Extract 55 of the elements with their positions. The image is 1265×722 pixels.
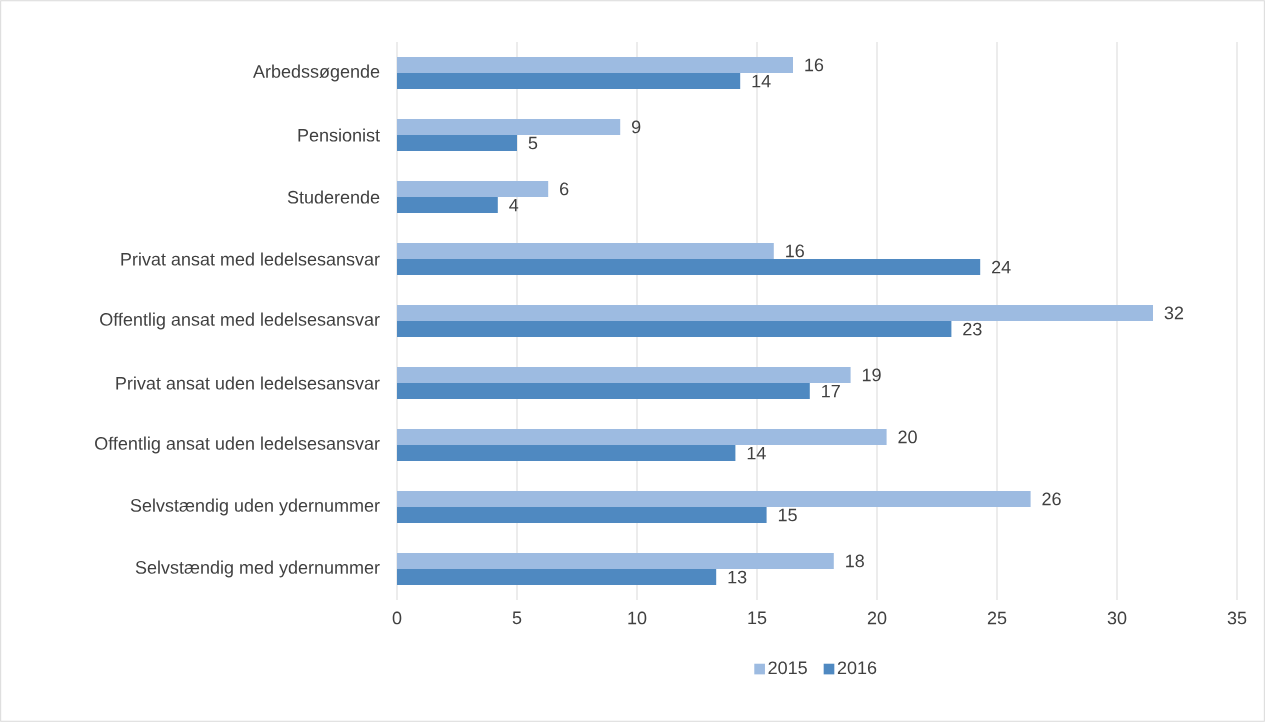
bar — [397, 428, 887, 445]
x-tick-label: 10 — [628, 611, 647, 625]
data-label: 14 — [747, 446, 766, 460]
data-label: 20 — [898, 430, 917, 444]
bar — [397, 366, 851, 383]
data-label: 9 — [631, 120, 641, 134]
data-label: 13 — [728, 570, 747, 584]
y-tick-label: Arbedssøgende — [253, 64, 380, 82]
data-label: 16 — [805, 58, 824, 72]
data-label: 4 — [509, 198, 519, 212]
bar — [397, 507, 767, 524]
bar — [397, 180, 549, 197]
legend-label: 2015 — [768, 661, 807, 675]
y-tick-label: Pensionist — [298, 128, 380, 142]
y-tick-label: Offentlig ansat med ledelsesansvar — [100, 312, 380, 330]
data-label: 15 — [778, 508, 797, 522]
bar — [397, 569, 717, 586]
bar — [397, 56, 793, 73]
x-tick-label: 30 — [1107, 611, 1127, 625]
bar — [397, 242, 774, 259]
bar — [397, 118, 621, 135]
bar — [397, 490, 1031, 507]
bar — [397, 197, 498, 214]
data-label: 17 — [822, 384, 840, 398]
legend-label: 2016 — [837, 661, 877, 675]
bar — [397, 383, 810, 400]
bar — [397, 552, 834, 569]
data-label: 32 — [1164, 306, 1184, 320]
x-tick-label: 20 — [867, 611, 887, 625]
x-tick-label: 25 — [987, 611, 1007, 625]
data-label: 14 — [752, 74, 771, 88]
bar — [397, 321, 952, 338]
x-tick-label: 15 — [748, 611, 767, 625]
data-label: 5 — [528, 136, 538, 150]
bar — [397, 73, 741, 90]
y-tick-label: Selvstændig med ydernummer — [135, 560, 380, 578]
data-label: 18 — [846, 554, 864, 568]
x-tick-label: 35 — [1227, 611, 1247, 625]
y-tick-label: Privat ansat uden ledelsesansvar — [116, 376, 380, 390]
data-label: 16 — [786, 244, 804, 258]
bar — [397, 304, 1153, 321]
x-tick-label: 5 — [512, 611, 522, 625]
bar — [397, 259, 981, 276]
data-label: 23 — [963, 322, 982, 336]
y-tick-label: Privat ansat med ledelsesansvar — [121, 252, 380, 266]
y-tick-label: Studerende — [287, 190, 380, 204]
data-label: 6 — [560, 182, 569, 196]
bar — [397, 445, 736, 462]
bar — [397, 135, 517, 152]
y-tick-label: Offentlig ansat uden ledelsesansvar — [95, 436, 380, 454]
data-label: 19 — [862, 368, 881, 382]
y-tick-label: Selvstændig uden ydernummer — [130, 498, 380, 516]
data-label: 24 — [992, 260, 1011, 274]
data-label: 26 — [1042, 492, 1061, 506]
x-tick-label: 0 — [392, 611, 402, 625]
